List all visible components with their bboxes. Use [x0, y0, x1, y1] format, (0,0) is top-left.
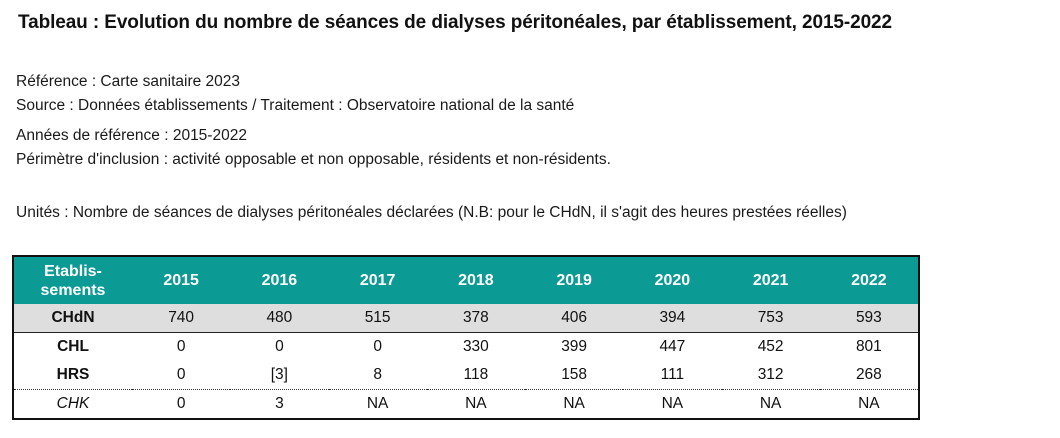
table-cell: 0	[373, 338, 382, 355]
units-text: Unités : Nombre de séances de dialyses p…	[16, 204, 847, 221]
header-year: 2015	[132, 257, 231, 304]
table-cell: 0	[176, 338, 186, 355]
reference-text: Référence : Carte sanitaire 2023	[16, 73, 241, 90]
data-table-container: Etablis-sements 2015 2016 2017 2018 2019…	[12, 255, 920, 420]
table-cell: 515	[328, 304, 427, 333]
table-row: CHK 0 3 NA NA NA NA NA NA	[14, 390, 918, 419]
header-year: 2016	[230, 257, 329, 304]
table-cell: NA	[366, 395, 389, 412]
table-cell: NA	[759, 395, 782, 412]
reference-years-text: Années de référence : 2015-2022	[16, 127, 247, 144]
header-year: 2019	[525, 257, 624, 304]
table-cell: [3]	[230, 361, 329, 390]
header-establishment: Etablis-sements	[14, 257, 132, 304]
table-cell: 753	[721, 304, 820, 333]
table-cell: 3	[275, 395, 284, 412]
table-header-row: Etablis-sements 2015 2016 2017 2018 2019…	[14, 257, 918, 304]
perimeter-text: Périmètre d'inclusion : activité opposab…	[16, 151, 611, 168]
table-cell: 593	[819, 304, 918, 333]
table-cell: 801	[855, 338, 882, 355]
table-cell: 480	[230, 304, 329, 333]
table-cell: 447	[659, 338, 686, 355]
dialysis-sessions-table: Etablis-sements 2015 2016 2017 2018 2019…	[14, 257, 918, 418]
table-cell: 399	[561, 338, 588, 355]
table-cell: 378	[426, 304, 525, 333]
row-establishment-name: CHK	[56, 395, 90, 412]
table-cell: 0	[275, 338, 284, 355]
table-cell: 0	[176, 395, 186, 412]
table-cell: 268	[819, 361, 918, 390]
header-year: 2017	[328, 257, 427, 304]
row-establishment-name: CHL	[57, 338, 89, 355]
table-cell: 394	[623, 304, 722, 333]
table-row: HRS 0 [3] 8 118 158 111 312 268	[14, 361, 918, 390]
table-title: Tableau : Evolution du nombre de séances…	[18, 12, 892, 33]
table-cell: 158	[525, 361, 624, 390]
table-cell: 111	[623, 361, 722, 390]
header-year: 2022	[819, 257, 918, 304]
header-year: 2021	[721, 257, 820, 304]
table-cell: NA	[661, 395, 684, 412]
table-cell: 8	[328, 361, 427, 390]
table-cell: 0	[132, 361, 231, 390]
table-cell: 406	[525, 304, 624, 333]
table-cell: 452	[757, 338, 784, 355]
source-text: Source : Données établissements / Traite…	[16, 97, 575, 114]
table-row: CHdN 740 480 515 378 406 394 753 593	[14, 304, 918, 333]
table-cell: 740	[132, 304, 231, 333]
table-row: CHL 0 0 0 330 399 447 452 801	[14, 333, 918, 362]
table-cell: NA	[858, 395, 880, 412]
header-year: 2020	[623, 257, 722, 304]
table-cell: NA	[465, 395, 487, 412]
row-establishment-name: HRS	[14, 361, 132, 390]
table-cell: 330	[462, 338, 489, 355]
table-cell: 312	[721, 361, 820, 390]
table-cell: NA	[563, 395, 585, 412]
table-cell: 118	[426, 361, 525, 390]
header-year: 2018	[426, 257, 525, 304]
row-establishment-name: CHdN	[14, 304, 132, 333]
